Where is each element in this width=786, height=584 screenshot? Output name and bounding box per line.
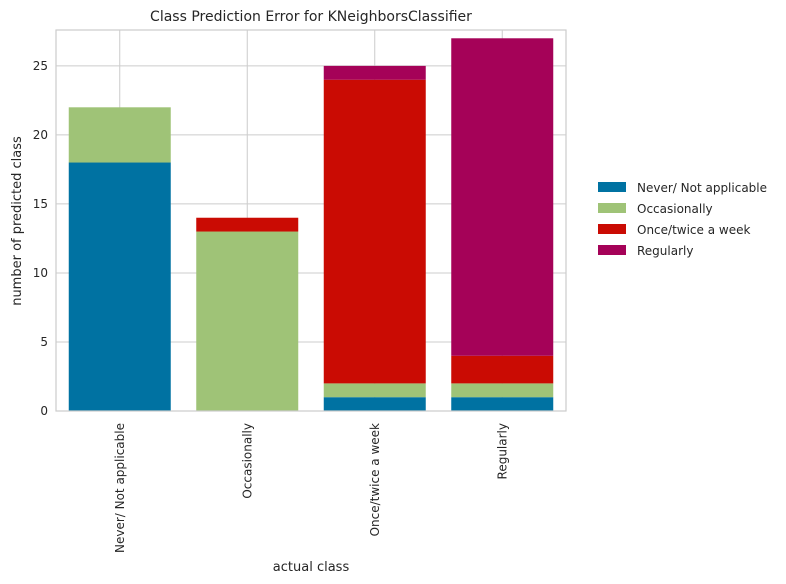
bar-segment [196,217,299,232]
bar-segment [451,397,554,411]
legend-label: Never/ Not applicable [637,181,767,195]
legend-swatch [598,224,626,234]
bar-segment [68,107,171,163]
bars [68,38,554,411]
y-tick-label: 0 [40,404,48,418]
y-axis-label: number of predicted class [10,136,25,306]
bar-segment [196,231,299,411]
legend-label: Regularly [637,244,693,258]
y-tick-label: 10 [33,266,48,280]
legend: Never/ Not applicable Occasionally Once/tw… [598,181,767,258]
bar-segment [323,79,426,384]
x-axis-ticks: Never/ Not applicable Occasionally Once/tw… [113,423,510,553]
bar-segment [323,383,426,398]
legend-swatch [598,182,626,192]
x-tick-label: Never/ Not applicable [113,423,127,553]
legend-label: Once/twice a week [637,223,750,237]
y-tick-label: 25 [33,59,48,73]
plot-border [55,29,567,412]
y-tick-label: 15 [33,197,48,211]
bar-segment [451,355,554,384]
x-tick-label: Regularly [495,423,509,479]
x-tick-label: Once/twice a week [368,423,382,536]
y-tick-label: 5 [40,335,48,349]
bar-segment [451,38,554,356]
x-tick-label: Occasionally [240,423,254,499]
bar-segment [68,162,171,411]
bar-segment [323,397,426,411]
y-tick-label: 20 [33,128,48,142]
chart-title: Class Prediction Error for KNeighborsCla… [150,9,472,25]
legend-swatch [598,245,626,255]
legend-label: Occasionally [637,202,713,216]
legend-swatch [598,203,626,213]
bar-segment [451,383,554,398]
bar-segment [323,65,426,80]
x-axis-label: actual class [273,560,350,575]
y-axis-ticks: 0 5 10 15 20 25 [33,59,48,418]
